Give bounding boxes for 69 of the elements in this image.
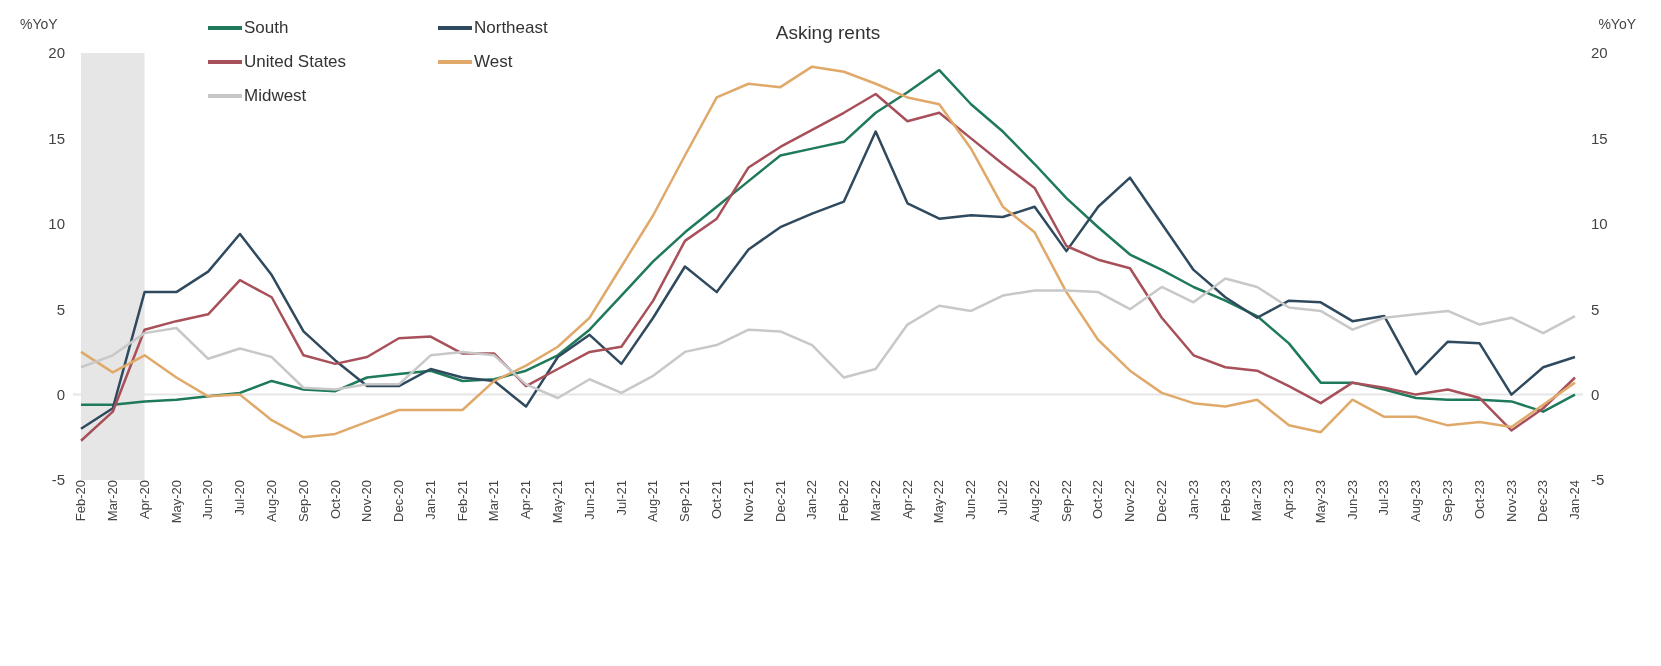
- y2-axis-title: %YoY: [1598, 16, 1636, 32]
- x-tick-label: Mar-21: [486, 480, 502, 522]
- x-tick-label: Jul-22: [995, 480, 1011, 516]
- x-tick-label: Apr-20: [136, 480, 152, 520]
- x-tick-label: Nov-23: [1503, 480, 1519, 522]
- x-tick-label: May-23: [1312, 480, 1328, 524]
- x-tick-label: Jul-23: [1376, 480, 1392, 516]
- y2-tick-label: 10: [1591, 215, 1608, 233]
- x-tick-label: Oct-22: [1090, 480, 1106, 520]
- x-tick-label: May-20: [168, 480, 184, 524]
- x-tick-label: Nov-22: [1122, 480, 1138, 522]
- x-tick-label: Feb-21: [454, 480, 470, 522]
- x-tick-label: Apr-23: [1281, 480, 1297, 520]
- x-tick-label: Jan-22: [804, 480, 820, 520]
- x-tick-label: Jan-23: [1185, 480, 1201, 520]
- x-tick-label: Jan-21: [422, 480, 438, 520]
- y2-tick-label: -5: [1591, 471, 1605, 489]
- legend-label: Midwest: [244, 86, 307, 106]
- y-axis-title: %YoY: [20, 16, 58, 32]
- x-tick-label: May-21: [550, 480, 566, 524]
- x-tick-label: Dec-20: [391, 480, 407, 522]
- y-tick-label: 5: [56, 300, 65, 318]
- x-tick-label: Jun-22: [963, 480, 979, 520]
- chart-title: Asking rents: [775, 22, 881, 43]
- x-tick-label: Feb-22: [836, 480, 852, 522]
- x-tick-label: Aug-23: [1408, 480, 1424, 522]
- y-tick-label: 10: [48, 215, 65, 233]
- x-tick-label: Jun-20: [200, 480, 216, 520]
- x-tick-label: Oct-20: [327, 480, 343, 520]
- x-tick-label: Jul-20: [232, 480, 248, 516]
- y-tick-label: 0: [56, 385, 65, 403]
- y-tick-label: -5: [51, 471, 65, 489]
- x-tick-label: Nov-21: [740, 480, 756, 522]
- y-tick-label: 15: [48, 129, 65, 147]
- x-tick-label: Feb-23: [1217, 480, 1233, 522]
- x-tick-label: Aug-22: [1026, 480, 1042, 522]
- x-tick-label: Mar-20: [105, 480, 121, 522]
- x-tick-label: Jun-23: [1344, 480, 1360, 520]
- x-tick-label: Sep-21: [677, 480, 693, 522]
- x-tick-label: Oct-23: [1471, 480, 1487, 520]
- x-tick-label: Jul-21: [613, 480, 629, 516]
- y2-tick-label: 15: [1591, 129, 1608, 147]
- y2-tick-label: 0: [1591, 385, 1600, 403]
- x-tick-label: Sep-22: [1058, 480, 1074, 522]
- x-tick-label: May-22: [931, 480, 947, 524]
- line-series: [79, 277, 1577, 400]
- legend-label: Northeast: [474, 18, 548, 38]
- legend-label: South: [244, 18, 289, 38]
- y2-tick-label: 20: [1591, 44, 1608, 62]
- x-tick-label: Mar-22: [867, 480, 883, 522]
- x-tick-label: Nov-20: [359, 480, 375, 522]
- x-tick-label: Dec-22: [1154, 480, 1169, 522]
- y-tick-label: 20: [48, 44, 65, 62]
- x-tick-label: Jan-24: [1567, 480, 1583, 520]
- x-tick-label: Aug-21: [645, 480, 661, 522]
- x-tick-label: Feb-20: [73, 480, 89, 522]
- x-tick-label: Sep-23: [1440, 480, 1456, 522]
- x-tick-label: Sep-20: [295, 480, 311, 522]
- legend-label: United States: [244, 52, 347, 72]
- x-tick-label: Aug-20: [263, 480, 279, 522]
- y2-tick-label: 5: [1591, 300, 1600, 318]
- x-tick-label: Apr-22: [899, 480, 915, 520]
- x-tick-label: Apr-21: [518, 480, 534, 520]
- legend-label: West: [474, 52, 513, 72]
- x-tick-label: Dec-21: [772, 480, 788, 522]
- x-tick-label: Dec-23: [1535, 480, 1551, 522]
- x-tick-label: Oct-21: [708, 480, 724, 520]
- x-tick-label: Mar-23: [1249, 480, 1265, 522]
- x-tick-label: Jun-21: [581, 480, 597, 520]
